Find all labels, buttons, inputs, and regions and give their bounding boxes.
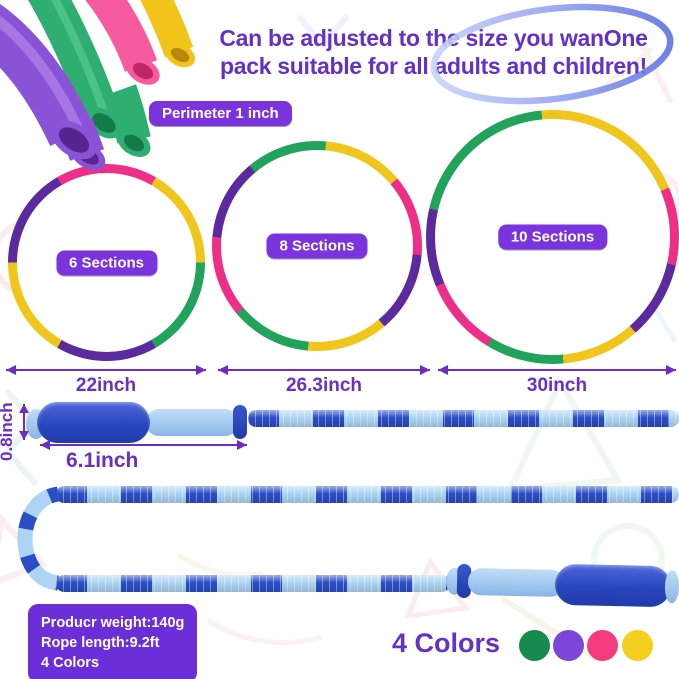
colors-label: 4 Colors (392, 628, 501, 658)
color-swatch-purple (553, 630, 584, 661)
dimension-arrow-30inch (438, 365, 676, 375)
hoop-6-sections: 6 Sections (8, 164, 205, 361)
rope-handle-bottom-shaft (467, 568, 565, 598)
rope-handle-bottom-tip (664, 570, 679, 604)
rope-handle-bottom (444, 558, 679, 613)
hoop-tube-bundle-photo (0, 0, 196, 171)
hoop-10-sections: 10 Sections (426, 110, 679, 364)
hoop-8-sections-badge: 8 Sections (266, 233, 368, 259)
color-swatch-pink (587, 630, 618, 661)
rope-length: Rope length:9.2ft (41, 635, 160, 651)
emphasis-ellipse-doodle (430, 3, 674, 105)
hoop-size-label-26inch: 26.3inch (285, 375, 363, 396)
rope-handle-bottom-grip (554, 563, 672, 608)
rope-handle-top-grip (37, 402, 150, 443)
product-weight: Producr weight:140g (41, 615, 185, 631)
hoop-6-sections-badge: 6 Sections (55, 250, 158, 275)
color-swatch-green (519, 630, 550, 661)
perimeter-badge: Perimeter 1 inch (149, 101, 292, 126)
rope-handle-top-shaft (146, 409, 238, 436)
handle-diameter-arrow (19, 404, 29, 440)
product-info-box: Producr weight:140g Rope length:9.2ft 4 … (28, 604, 198, 679)
dimension-arrow-26inch (218, 365, 430, 375)
beaded-rope-loop-curve (17, 486, 60, 591)
hoop-8-sections: 8 Sections (212, 141, 422, 351)
beaded-rope-top-strand (248, 410, 679, 427)
hoop-size-label-22inch: 22inch (75, 375, 137, 396)
color-count: 4 Colors (41, 655, 100, 671)
rope-handle-top-ring (233, 405, 247, 439)
hoop-10-sections-badge: 10 Sections (497, 224, 608, 250)
handle-length-arrow (40, 440, 247, 450)
beaded-rope-loop-lower (56, 575, 450, 592)
dimension-arrow-22inch (6, 365, 206, 375)
color-swatch-yellow (622, 630, 653, 661)
handle-length-label: 6.1inch (66, 449, 139, 472)
headline-line-1: Can be adjusted to the size you wanOne (219, 25, 648, 51)
beaded-rope-loop-upper (56, 486, 679, 503)
handle-diameter-label: 0.8inch (0, 402, 16, 462)
hoop-size-label-30inch: 30inch (526, 375, 588, 396)
